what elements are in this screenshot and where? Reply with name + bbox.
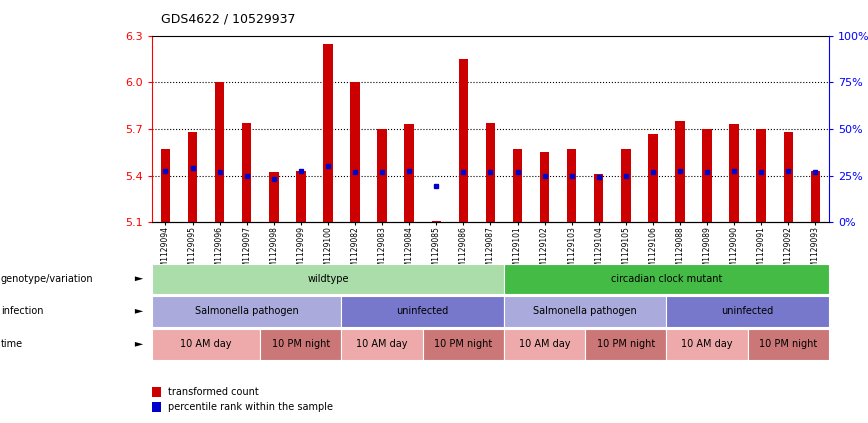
Text: 10 AM day: 10 AM day — [181, 339, 232, 349]
Text: Salmonella pathogen: Salmonella pathogen — [194, 306, 299, 316]
Text: 10 PM night: 10 PM night — [272, 339, 330, 349]
Text: 10 AM day: 10 AM day — [357, 339, 408, 349]
Bar — [567, 149, 576, 222]
Bar — [323, 44, 332, 222]
Bar — [404, 124, 414, 222]
Text: 10 PM night: 10 PM night — [596, 339, 655, 349]
Bar — [513, 149, 523, 222]
Text: infection: infection — [1, 306, 43, 316]
Text: 10 PM night: 10 PM night — [434, 339, 492, 349]
Text: time: time — [1, 339, 23, 349]
Bar — [431, 220, 441, 222]
Bar — [351, 82, 359, 222]
Bar — [594, 174, 603, 222]
Bar — [378, 129, 387, 222]
Text: GDS4622 / 10529937: GDS4622 / 10529937 — [161, 13, 295, 26]
Bar — [784, 132, 793, 222]
Bar — [729, 124, 739, 222]
Bar — [675, 121, 685, 222]
Text: transformed count: transformed count — [168, 387, 259, 397]
Bar — [540, 152, 549, 222]
Bar — [486, 123, 495, 222]
Bar — [458, 59, 468, 222]
Bar — [215, 82, 224, 222]
Bar — [296, 171, 306, 222]
Text: uninfected: uninfected — [397, 306, 449, 316]
Text: genotype/variation: genotype/variation — [1, 274, 94, 284]
Bar — [621, 149, 630, 222]
Text: circadian clock mutant: circadian clock mutant — [611, 274, 722, 284]
Text: percentile rank within the sample: percentile rank within the sample — [168, 402, 332, 412]
Text: 10 AM day: 10 AM day — [681, 339, 733, 349]
Text: 10 AM day: 10 AM day — [519, 339, 570, 349]
Bar — [269, 173, 279, 222]
Bar — [242, 123, 252, 222]
Text: uninfected: uninfected — [721, 306, 773, 316]
Bar — [187, 132, 197, 222]
Bar — [811, 171, 820, 222]
Bar — [757, 129, 766, 222]
Bar — [648, 134, 658, 222]
Bar — [702, 129, 712, 222]
Text: Salmonella pathogen: Salmonella pathogen — [533, 306, 637, 316]
Bar — [161, 149, 170, 222]
Text: wildtype: wildtype — [307, 274, 349, 284]
Text: 10 PM night: 10 PM night — [760, 339, 818, 349]
